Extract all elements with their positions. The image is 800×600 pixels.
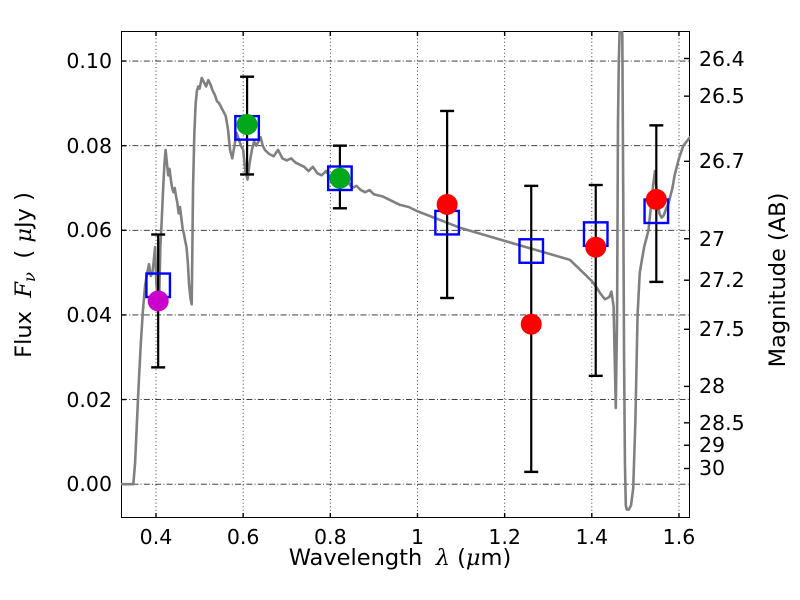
magnitude-tick-label: 26.5 <box>699 83 745 108</box>
y-tick-label: 0.00 <box>66 471 112 496</box>
photometry-circle-markers <box>147 114 667 335</box>
x-tick-label: 1.4 <box>575 525 609 549</box>
x-tick-label: 0.4 <box>139 525 173 549</box>
y-axis-title: FluxFν( μJy ) <box>10 192 40 358</box>
x-tick-label: 0.6 <box>226 525 260 549</box>
plot-frame <box>121 31 690 518</box>
y-tick-label: 0.10 <box>66 48 112 73</box>
x-tick-label: 1.2 <box>488 525 521 549</box>
magnitude-tick-label: 26.4 <box>699 46 745 71</box>
magnitude-tick-label: 27.5 <box>699 317 745 342</box>
magnitude-tick-label: 29 <box>699 432 726 457</box>
magnitude-tick-label: 27 <box>699 226 726 251</box>
y-tick-label: 0.08 <box>66 133 112 158</box>
y-tick-label: 0.06 <box>66 218 112 243</box>
magnitude-tick-label: 30 <box>699 456 726 481</box>
magnitude-tick-label: 26.7 <box>699 149 745 174</box>
magnitude-tick-label: 28 <box>699 374 726 399</box>
magnitude-tick-label: 28.5 <box>699 410 745 435</box>
x-tick-label: 1 <box>410 525 425 549</box>
magnitude-tick-label: 27.2 <box>699 267 745 292</box>
magnitude-axis-title: Magnitude (AB) <box>765 192 791 368</box>
x-axis-title: Wavelength λ (μm) <box>288 545 512 571</box>
y-tick-label: 0.04 <box>66 302 112 327</box>
sed-model-curve <box>121 31 690 511</box>
gridlines <box>121 31 690 518</box>
x-tick-label: 1.6 <box>662 525 696 549</box>
y-tick-label: 0.02 <box>66 387 112 412</box>
tick-marks <box>121 31 690 518</box>
x-tick-label: 0.8 <box>314 525 347 549</box>
